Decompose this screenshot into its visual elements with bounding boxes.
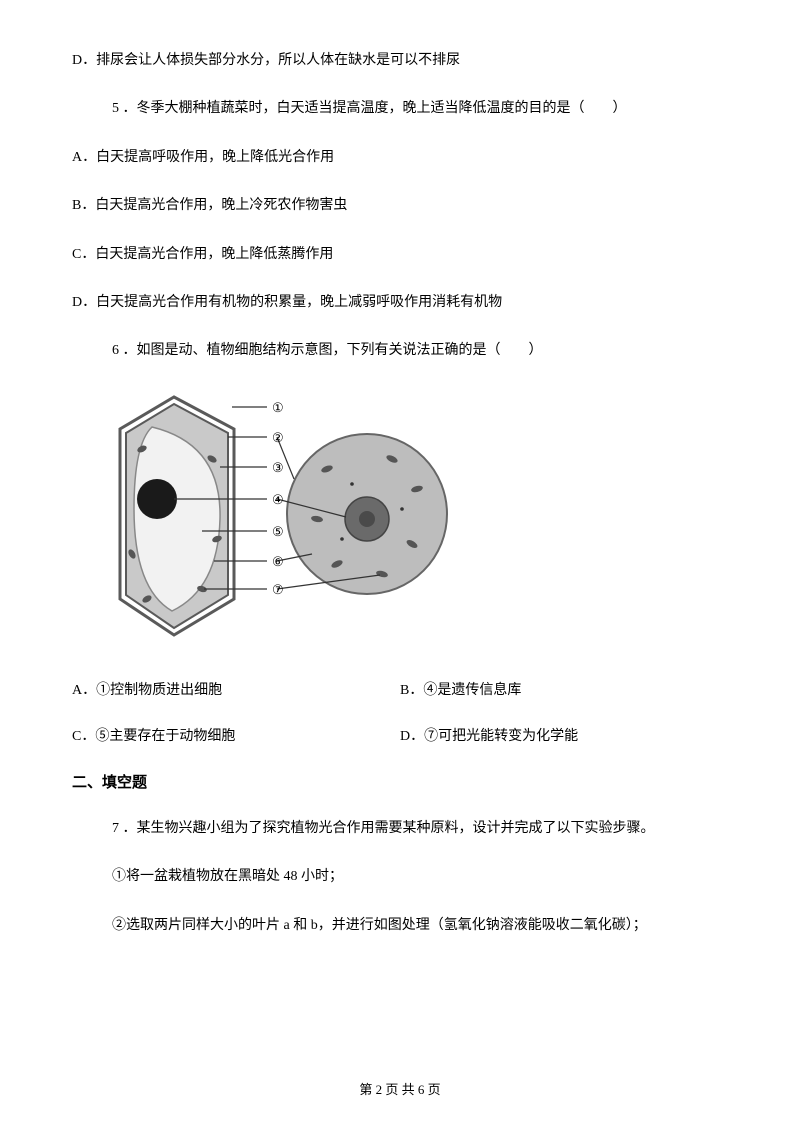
q7-step1: ①将一盆栽植物放在黑暗处 48 小时； xyxy=(72,866,728,888)
page-footer: 第 2 页 共 6 页 xyxy=(0,1079,800,1098)
q5-option-d: D．白天提高光合作用有机物的积累量，晚上减弱呼吸作用消耗有机物 xyxy=(72,292,728,314)
q6-option-c: C．⑤主要存在于动物细胞 xyxy=(72,725,400,745)
q6-option-a: A．①控制物质进出细胞 xyxy=(72,679,400,699)
q5-option-b: B．白天提高光合作用，晚上冷死农作物害虫 xyxy=(72,195,728,217)
label-1: ① xyxy=(272,400,284,415)
q6-option-d: D．⑦可把光能转变为化学能 xyxy=(400,725,728,745)
q7-stem: 7 ．某生物兴趣小组为了探究植物光合作用需要某种原料，设计并完成了以下实验步骤。 xyxy=(72,818,728,840)
label-5: ⑤ xyxy=(272,524,284,539)
q6-options-row1: A．①控制物质进出细胞 B．④是遗传信息库 xyxy=(72,679,728,699)
q6-stem: 6 ．如图是动、植物细胞结构示意图，下列有关说法正确的是（ ） xyxy=(72,340,728,362)
section2-heading: 二、填空题 xyxy=(72,771,728,792)
q4-option-d: D．排尿会让人体损失部分水分，所以人体在缺水是可以不排尿 xyxy=(72,50,728,72)
label-7: ⑦ xyxy=(272,582,284,597)
label-6: ⑥ xyxy=(272,554,284,569)
cell-diagram: ① ② ③ ④ ⑤ ⑥ ⑦ xyxy=(112,389,728,649)
label-3: ③ xyxy=(272,460,284,475)
q6-option-b: B．④是遗传信息库 xyxy=(400,679,728,699)
q5-option-a: A．白天提高呼吸作用，晚上降低光合作用 xyxy=(72,147,728,169)
q5-stem: 5 ．冬季大棚种植蔬菜时，白天适当提高温度，晚上适当降低温度的目的是（ ） xyxy=(72,98,728,120)
label-4: ④ xyxy=(272,492,284,507)
label-2: ② xyxy=(272,430,284,445)
q7-step2: ②选取两片同样大小的叶片 a 和 b，并进行如图处理（氢氧化钠溶液能吸收二氧化碳… xyxy=(72,915,728,937)
q5-option-c: C．白天提高光合作用，晚上降低蒸腾作用 xyxy=(72,244,728,266)
q6-options-row2: C．⑤主要存在于动物细胞 D．⑦可把光能转变为化学能 xyxy=(72,725,728,745)
